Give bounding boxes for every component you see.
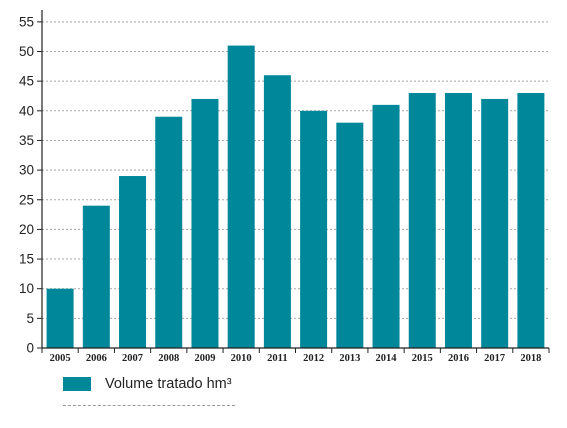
x-tick-label: 2009 bbox=[194, 353, 215, 364]
y-tick-labels: 0 5 10 15 20 25 30 35 40 45 50 55 bbox=[19, 14, 34, 355]
x-tick-label: 2018 bbox=[520, 353, 541, 364]
y-tick-label: 55 bbox=[19, 14, 34, 29]
bar bbox=[444, 93, 472, 348]
y-tick-label: 35 bbox=[19, 133, 34, 148]
x-tick-label: 2010 bbox=[231, 353, 252, 364]
y-tick-label: 30 bbox=[19, 163, 34, 178]
bar bbox=[46, 288, 74, 348]
gridlines bbox=[42, 21, 549, 319]
legend-label: Volume tratado hm³ bbox=[105, 376, 232, 392]
y-tick-label: 15 bbox=[19, 252, 34, 267]
x-tick-label: 2005 bbox=[50, 353, 71, 364]
bar bbox=[263, 75, 291, 348]
bar bbox=[155, 116, 183, 348]
x-tick-label: 2011 bbox=[267, 353, 287, 364]
bar bbox=[336, 122, 364, 349]
axes bbox=[37, 10, 550, 353]
bar bbox=[191, 98, 219, 349]
x-tick-label: 2014 bbox=[376, 353, 398, 364]
y-tick-label: 45 bbox=[19, 74, 34, 89]
bar bbox=[408, 93, 436, 348]
x-tick-labels: 2005 2006 2007 2008 2009 2010 2011 2012 2013 2014… bbox=[50, 353, 542, 364]
y-tick-label: 40 bbox=[19, 103, 34, 118]
x-tick-label: 2015 bbox=[412, 353, 433, 364]
bar bbox=[300, 110, 328, 349]
x-tick-label: 2012 bbox=[303, 353, 324, 364]
y-tick-label: 0 bbox=[26, 341, 34, 356]
bar bbox=[82, 205, 110, 348]
bar bbox=[481, 98, 509, 349]
bar bbox=[517, 93, 545, 348]
x-tick-label: 2007 bbox=[122, 353, 143, 364]
bar bbox=[227, 45, 255, 348]
legend: Volume tratado hm³ bbox=[63, 376, 232, 392]
y-tick-label: 5 bbox=[26, 311, 34, 326]
bar bbox=[372, 104, 400, 348]
x-tick-label: 2017 bbox=[484, 353, 505, 364]
legend-divider bbox=[63, 405, 235, 406]
x-tick-label: 2006 bbox=[86, 353, 107, 364]
y-tick-label: 20 bbox=[19, 222, 34, 237]
x-tick-label: 2008 bbox=[158, 353, 179, 364]
y-tick-label: 25 bbox=[19, 192, 34, 207]
x-tick-label: 2013 bbox=[339, 353, 360, 364]
y-tick-label: 50 bbox=[19, 44, 34, 59]
bars bbox=[46, 45, 545, 349]
y-tick-label: 10 bbox=[19, 281, 34, 296]
legend-swatch bbox=[63, 377, 91, 391]
bar bbox=[119, 176, 147, 348]
x-tick-label: 2016 bbox=[448, 353, 469, 364]
